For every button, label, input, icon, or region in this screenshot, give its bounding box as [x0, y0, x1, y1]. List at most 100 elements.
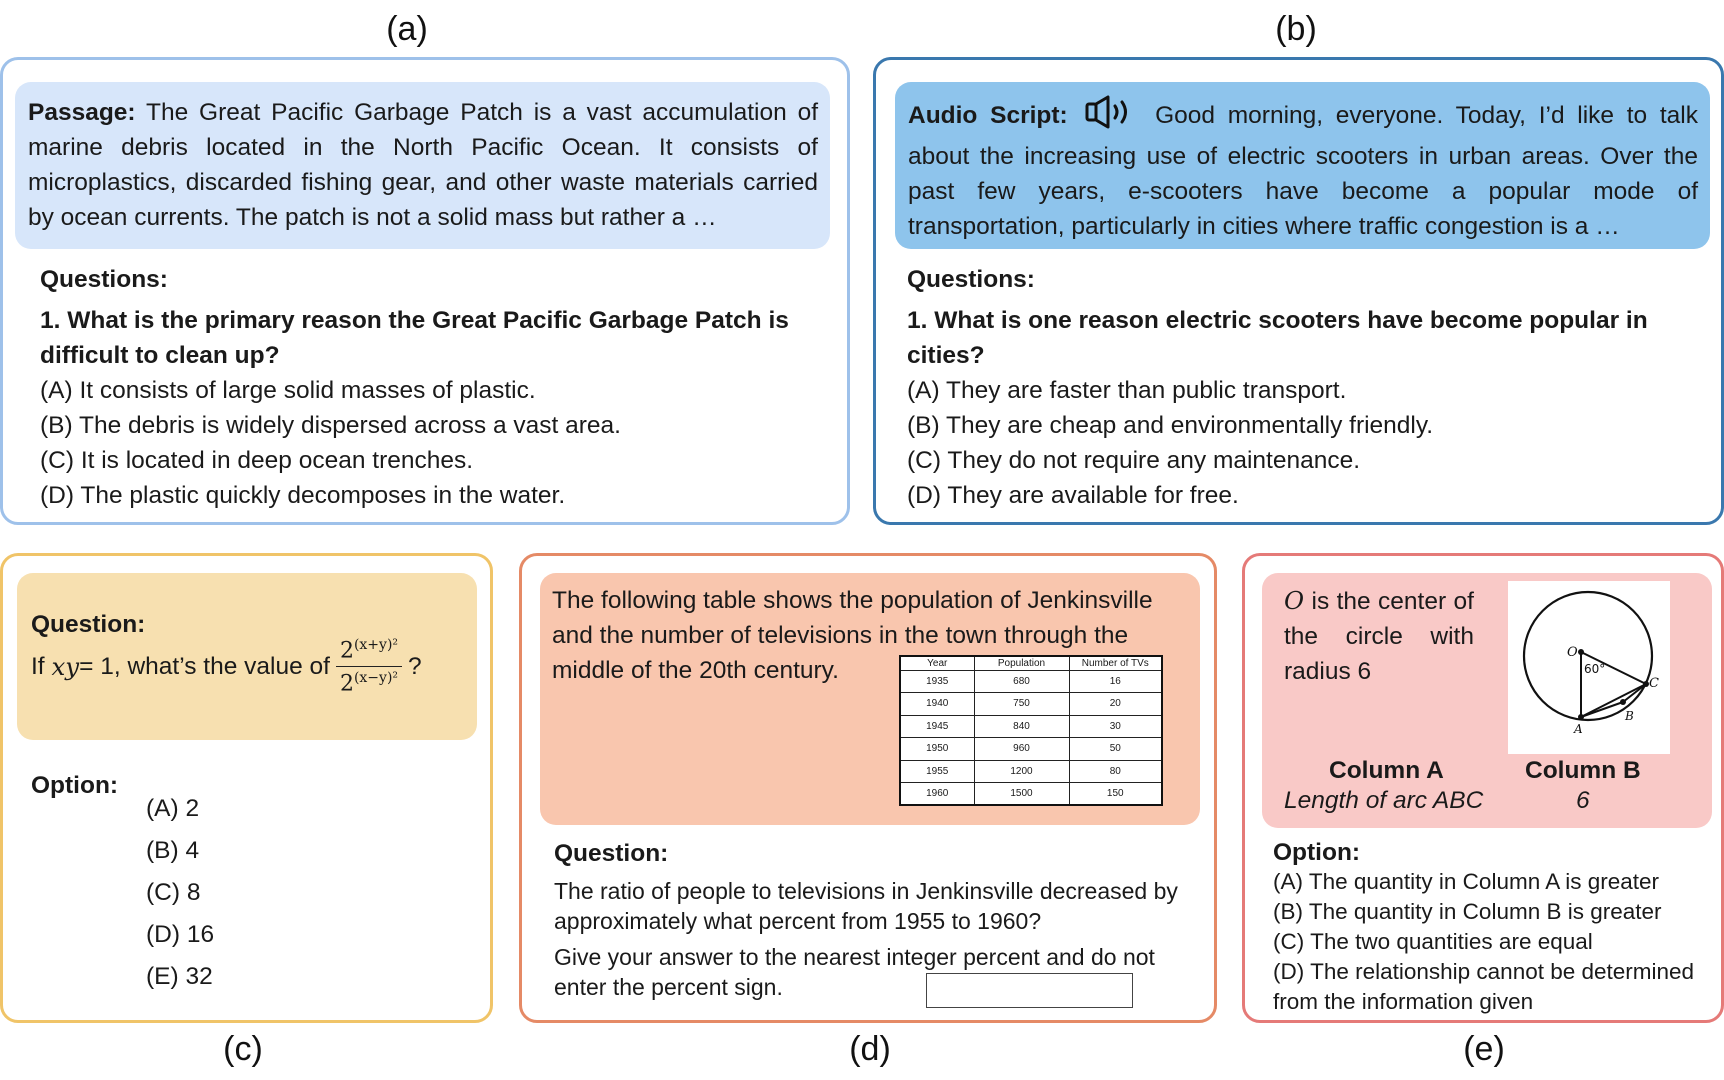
question-heading: Question: [554, 840, 669, 867]
table-row: 1955 1200 80 [899, 759, 1163, 783]
option-a: (A) The quantity in Column A is greater [1273, 869, 1660, 894]
cell: 1935 [899, 669, 975, 693]
point-b [1620, 699, 1626, 705]
label-a: A [1573, 722, 1583, 736]
cell: 1200 [973, 759, 1070, 783]
option-d: (D) The relationship cannot be determine… [1273, 959, 1695, 1014]
question-text: If xy = 1, what’s the value of 2(x+y)² 2… [31, 637, 422, 697]
table-row: 1945 840 30 [899, 714, 1163, 738]
frac-num-base: 2 [339, 638, 354, 664]
question-text: 1. What is the primary reason the Great … [40, 307, 789, 369]
question-suffix: ? [408, 652, 422, 680]
panel-label-a: (a) [386, 10, 428, 48]
cell: 750 [973, 692, 1070, 716]
table-row: 1940 750 20 [899, 692, 1163, 716]
passage-label: Passage: [28, 99, 136, 126]
panel-a-reading: Passage: The Great Pacific Garbage Patch… [0, 57, 850, 525]
center-symbol: O [1284, 586, 1305, 615]
option-heading: Option: [31, 772, 119, 799]
cell: 50 [1068, 737, 1163, 761]
option-a: (A) It consists of large solid masses of… [40, 377, 536, 404]
cell: 1950 [899, 737, 975, 761]
frac-num-exp: (x+y)² [353, 637, 399, 653]
cell: 1940 [899, 692, 975, 716]
option-b: (B) 4 [146, 837, 200, 864]
question-eq: = 1, what’s the value of [79, 652, 330, 680]
label-c: C [1649, 676, 1659, 691]
question-box: Question: If xy = 1, what’s the value of… [17, 573, 477, 740]
option-c: (C) 8 [146, 879, 201, 906]
panel-label-e: (e) [1463, 1030, 1505, 1068]
option-b: (B) They are cheap and environmentally f… [907, 412, 1434, 439]
label-o: O [1567, 645, 1578, 660]
option-d: (D) 16 [146, 921, 215, 948]
option-a: (A) They are faster than public transpor… [907, 377, 1347, 404]
statement-text: O is the center of the circle with radiu… [1284, 583, 1474, 689]
cell: 680 [973, 669, 1070, 693]
cell: 150 [1068, 782, 1163, 806]
question-heading: Question: [31, 611, 146, 638]
option-heading: Option: [1273, 839, 1361, 866]
passage-text: Passage: The Great Pacific Garbage Patch… [28, 95, 818, 235]
cell: 960 [973, 737, 1070, 761]
answer-input[interactable] [926, 973, 1133, 1008]
question-text: 1. What is one reason electric scooters … [907, 307, 1648, 369]
table-row: 1960 1500 150 [899, 782, 1163, 806]
audio-script-body: Good morning, everyone. Today, I’d like … [908, 102, 1698, 240]
question-prefix: If [31, 652, 45, 680]
header-tvs: Number of TVs [1068, 655, 1163, 671]
panel-c-math: Question: If xy = 1, what’s the value of… [0, 553, 493, 1023]
population-table: Year Population Number of TVs 1935 680 16 … [899, 655, 1163, 806]
panel-label-c: (c) [223, 1030, 263, 1068]
table-header-row: Year Population Number of TVs [899, 655, 1163, 671]
question-text: The ratio of people to televisions in Je… [554, 878, 1178, 934]
header-year: Year [899, 655, 975, 671]
question-var: xy [51, 652, 80, 682]
speaker-icon[interactable] [1084, 95, 1136, 139]
option-c: (C) The two quantities are equal [1273, 929, 1593, 954]
panel-label-b: (b) [1275, 10, 1317, 48]
point-o [1578, 649, 1584, 655]
circle-outline [1522, 590, 1654, 722]
passage-body: The Great Pacific Garbage Patch is a vas… [28, 99, 818, 231]
cell: 20 [1068, 692, 1163, 716]
option-c: (C) They do not require any maintenance. [907, 447, 1361, 474]
cell: 1955 [899, 759, 975, 783]
option-c: (C) It is located in deep ocean trenches… [40, 447, 474, 474]
panel-d-table-question: The following table shows the population… [519, 553, 1217, 1023]
circle-diagram: O 60° A B C [1508, 581, 1670, 754]
option-b: (B) The quantity in Column B is greater [1273, 899, 1662, 924]
table-row: 1935 680 16 [899, 669, 1163, 693]
column-a-header: Column A [1329, 757, 1444, 784]
audio-script-label: Audio Script: [908, 102, 1068, 129]
chord-ac [1580, 683, 1647, 718]
statement-box: O is the center of the circle with radiu… [1262, 573, 1712, 828]
cell: 840 [973, 714, 1070, 738]
column-b-value: 6 [1576, 787, 1590, 814]
questions-heading: Questions: [907, 266, 1035, 293]
audio-script-text: Audio Script: Good morning, everyone. To… [908, 95, 1698, 244]
table-row: 1950 960 50 [899, 737, 1163, 761]
column-b-header: Column B [1525, 757, 1641, 784]
option-a: (A) 2 [146, 795, 200, 822]
point-a [1578, 714, 1584, 720]
fraction: 2(x+y)² 2(x−y)² [335, 637, 403, 697]
panel-label-d: (d) [849, 1030, 891, 1068]
point-c [1643, 681, 1649, 687]
questions-heading: Questions: [40, 266, 168, 293]
label-angle: 60° [1584, 662, 1605, 676]
cell: 30 [1068, 714, 1163, 738]
frac-den-exp: (x−y)² [353, 670, 399, 687]
cell: 16 [1068, 669, 1163, 693]
cell: 1960 [899, 782, 975, 806]
column-a-value: Length of arc ABC [1284, 787, 1484, 814]
passage-box: Passage: The Great Pacific Garbage Patch… [15, 82, 830, 249]
panel-e-geometry: O is the center of the circle with radiu… [1242, 553, 1724, 1023]
cell: 1945 [899, 714, 975, 738]
frac-den-base: 2 [339, 671, 354, 697]
option-d: (D) The plastic quickly decomposes in th… [40, 482, 566, 509]
cell: 1500 [973, 782, 1070, 806]
option-b: (B) The debris is widely dispersed acros… [40, 412, 621, 439]
panel-b-listening: Audio Script: Good morning, everyone. To… [873, 57, 1724, 525]
radius-oc [1580, 651, 1647, 685]
